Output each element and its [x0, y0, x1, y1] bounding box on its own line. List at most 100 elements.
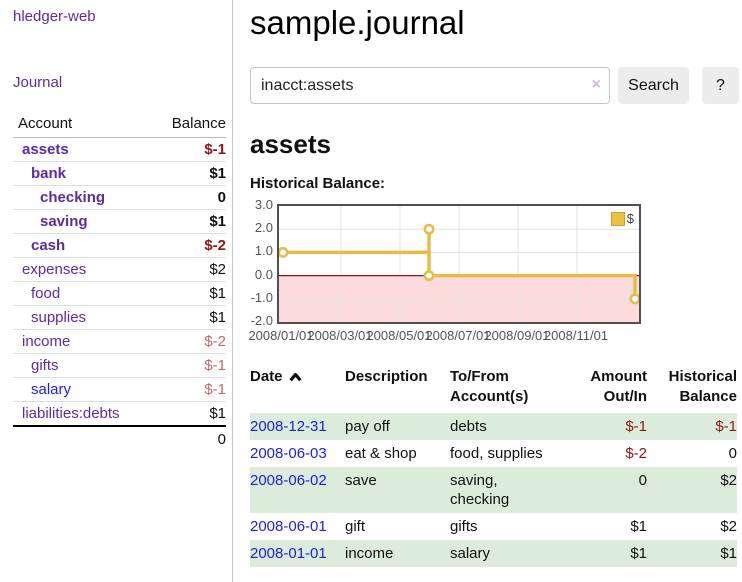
transaction-balance: $1	[720, 545, 737, 562]
account-link[interactable]: gifts	[31, 357, 59, 374]
account-link[interactable]: assets	[22, 141, 69, 158]
account-row: salary $-1	[13, 377, 226, 402]
transaction-accounts: gifts	[450, 518, 478, 535]
account-row: bank $1	[13, 161, 226, 186]
account-link[interactable]: bank	[31, 165, 67, 182]
account-row: liabilities:debts $1	[13, 401, 226, 426]
account-balance: $1	[154, 161, 226, 186]
chart-legend: $	[610, 211, 634, 226]
transaction-description: income	[345, 545, 394, 562]
data-point-marker	[423, 270, 435, 282]
accounts-col-balance: Balance	[154, 112, 226, 138]
search-form: × Search ?	[250, 67, 742, 104]
balance-chart: 3.0 2.0 1.0 0.0 -1.0 -2.0	[248, 198, 742, 346]
transaction-date-link[interactable]: 2008-06-03	[250, 445, 327, 462]
transaction-amount: 0	[638, 472, 647, 489]
transaction-description: pay off	[345, 418, 390, 435]
col-accounts-label-1: To/From	[450, 368, 509, 385]
accounts-col-account: Account	[13, 112, 155, 138]
transaction-amount: $-2	[625, 445, 647, 462]
legend-label: $	[626, 211, 634, 226]
account-row: expenses $2	[13, 257, 226, 282]
clear-search-icon[interactable]: ×	[591, 76, 601, 93]
y-axis-tick: 2.0	[254, 220, 273, 235]
transaction-accounts: debts	[450, 418, 487, 435]
data-point-marker	[629, 293, 639, 305]
account-balance: $-1	[154, 377, 226, 402]
account-balance: $-1	[204, 141, 226, 158]
transaction-accounts: salary	[450, 545, 491, 562]
account-row: cash $-2	[13, 233, 226, 258]
col-description: Description	[345, 365, 450, 413]
data-point-marker	[279, 246, 289, 258]
x-axis-tick: 2008/05/01	[366, 328, 432, 343]
search-button[interactable]: Search	[618, 67, 689, 104]
transaction-amount: $-1	[625, 418, 647, 435]
plot-area: $	[277, 204, 641, 324]
transaction-balance: $2	[720, 472, 737, 489]
x-axis-tick: 2008/03/01	[307, 328, 373, 343]
account-link[interactable]: expenses	[22, 261, 87, 278]
help-button[interactable]: ?	[702, 67, 739, 104]
y-axis-tick: -2.0	[250, 313, 273, 328]
col-date-label: Date	[250, 368, 283, 385]
transaction-row[interactable]: 2008-06-02 save saving, checking 0 $2	[250, 467, 737, 513]
account-heading: assets	[250, 129, 331, 159]
account-row: gifts $-1	[13, 353, 226, 378]
accounts-total-row: 0	[13, 425, 226, 452]
accounts-total-value: 0	[154, 425, 226, 452]
search-box: ×	[250, 67, 610, 104]
brand-link[interactable]: hledger-web	[13, 8, 96, 25]
col-date[interactable]: Date	[250, 365, 345, 413]
account-balance: $1	[154, 209, 226, 234]
account-link[interactable]: checking	[40, 189, 106, 206]
transaction-description: save	[345, 472, 377, 489]
account-link[interactable]: cash	[31, 237, 66, 254]
transaction-row[interactable]: 2008-06-01 gift gifts $1 $2	[250, 513, 737, 540]
transaction-amount: $1	[630, 518, 647, 535]
page-title: sample.journal	[250, 4, 465, 41]
transaction-row[interactable]: 2008-01-01 income salary $1 $1	[250, 540, 737, 567]
account-row: supplies $1	[13, 305, 226, 330]
col-description-label: Description	[345, 368, 428, 385]
account-link[interactable]: food	[31, 285, 61, 302]
account-balance: $-2	[154, 329, 226, 354]
chart-title: Historical Balance:	[250, 175, 386, 192]
account-balance: $1	[154, 281, 226, 306]
account-link[interactable]: liabilities:debts	[22, 405, 120, 422]
account-balance: $2	[154, 257, 226, 282]
account-row: saving $1	[13, 209, 226, 234]
x-axis-tick: 2008/07/01	[425, 328, 491, 343]
account-link[interactable]: supplies	[31, 309, 87, 326]
transaction-date-link[interactable]: 2008-06-01	[250, 518, 327, 535]
sidebar-item-journal[interactable]: Journal	[13, 74, 63, 91]
account-balance: $1	[154, 305, 226, 330]
transaction-balance: $2	[720, 518, 737, 535]
account-balance: 0	[154, 185, 226, 210]
transaction-row[interactable]: 2008-06-03 eat & shop food, supplies $-2…	[250, 440, 737, 467]
account-link[interactable]: income	[22, 333, 71, 350]
sidebar: hledger-web Journal Account Balance asse…	[0, 0, 233, 582]
transaction-accounts: food, supplies	[450, 445, 543, 462]
search-input[interactable]	[250, 67, 610, 104]
y-axis-tick: 3.0	[254, 197, 273, 212]
account-balance: $-1	[154, 353, 226, 378]
account-row: checking 0	[13, 185, 226, 210]
account-row: assets $-1	[13, 138, 226, 162]
transaction-row[interactable]: 2008-12-31 pay off debts $-1 $-1	[250, 413, 737, 440]
transaction-date-link[interactable]: 2008-01-01	[250, 545, 327, 562]
col-balance-label-1: Historical	[668, 368, 737, 385]
sort-ascending-icon	[288, 372, 302, 382]
transaction-date-link[interactable]: 2008-06-02	[250, 472, 327, 489]
transaction-date-link[interactable]: 2008-12-31	[250, 418, 327, 435]
col-balance: Historical Balance	[647, 365, 737, 413]
transaction-amount: $1	[630, 545, 647, 562]
account-link[interactable]: salary	[31, 381, 72, 398]
col-balance-label-2: Balance	[679, 388, 737, 405]
y-axis-tick: -1.0	[250, 290, 273, 305]
accounts-header-row: Account Balance	[13, 112, 226, 138]
transaction-description: gift	[345, 518, 366, 535]
transaction-balance: 0	[728, 445, 737, 462]
col-accounts-label-2: Account(s)	[450, 388, 529, 405]
account-link[interactable]: saving	[40, 213, 88, 230]
